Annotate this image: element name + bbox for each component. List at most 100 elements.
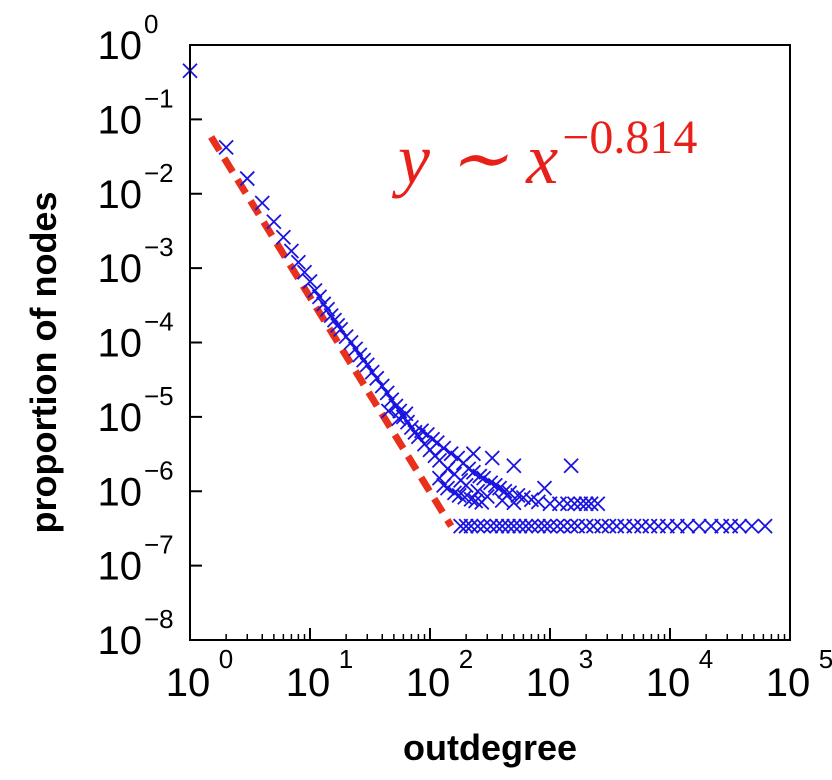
x-tick-label: 10 (646, 661, 691, 705)
data-point (703, 518, 719, 534)
x-tick-exponent: 5 (819, 644, 832, 674)
data-point (307, 282, 323, 299)
data-point (424, 431, 441, 447)
x-tick-label: 10 (526, 661, 571, 705)
data-point (549, 518, 565, 534)
data-point (470, 483, 486, 499)
data-point (343, 334, 359, 351)
data-point (590, 496, 606, 512)
y-tick-exponent: −1 (144, 83, 174, 113)
y-tick-exponent: −8 (144, 604, 174, 634)
y-tick-exponent: 0 (144, 9, 158, 39)
data-point (510, 487, 526, 504)
data-point (470, 518, 486, 534)
data-point (463, 491, 479, 507)
data-point (585, 518, 602, 534)
data-point (578, 518, 594, 534)
x-tick-label: 10 (406, 661, 451, 705)
data-point (391, 410, 407, 427)
data-point (731, 518, 748, 534)
data-point (463, 518, 479, 534)
data-point (679, 518, 696, 534)
x-tick-label: 10 (166, 661, 211, 705)
data-point (474, 494, 490, 510)
data-point (476, 470, 492, 486)
data-point (497, 483, 513, 499)
y-tick-label: 10 (98, 619, 143, 663)
power-law-annotation: y ∼ x −0.814 (391, 111, 697, 199)
y-tick-label: 10 (98, 470, 143, 514)
y-axis-title: proportion of nodes (23, 192, 64, 534)
data-point (757, 518, 773, 534)
data-point (487, 477, 503, 493)
y-tick-exponent: −7 (144, 530, 174, 560)
data-point (443, 446, 459, 462)
data-point (501, 485, 518, 501)
y-tick-label: 10 (98, 396, 143, 440)
data-point (290, 254, 307, 270)
data-point (266, 214, 282, 230)
data-point (458, 518, 474, 534)
y-tick-label: 10 (98, 173, 143, 217)
data-point (609, 518, 625, 534)
data-point (380, 403, 397, 419)
data-point (484, 450, 500, 466)
data-point (563, 458, 579, 474)
data-point (472, 468, 488, 484)
data-point (369, 370, 385, 386)
data-point (465, 446, 482, 462)
data-point (332, 321, 349, 338)
data-point (626, 518, 642, 534)
x-tick-exponent: 3 (579, 644, 593, 674)
data-point (482, 475, 499, 491)
data-point (536, 480, 553, 496)
x-tick-exponent: 2 (459, 644, 473, 674)
y-tick-exponent: −6 (144, 455, 174, 485)
data-point (566, 496, 583, 512)
data-point (302, 273, 318, 290)
x-tick-label: 10 (766, 661, 811, 705)
y-tick-exponent: −2 (144, 158, 174, 188)
data-point (446, 485, 463, 501)
y-tick-exponent: −3 (144, 232, 174, 262)
x-axis-title: outdegree (403, 727, 577, 768)
data-point (500, 518, 517, 534)
data-point (494, 518, 510, 534)
data-point (556, 518, 572, 534)
annotation-base: y ∼ x (391, 119, 558, 199)
data-point (239, 170, 255, 187)
data-point (578, 496, 594, 512)
data-point (482, 518, 499, 534)
data-point (489, 518, 505, 534)
data-point (601, 518, 617, 534)
data-point (744, 518, 760, 534)
data-point (559, 496, 576, 512)
data-point (642, 518, 658, 534)
y-tick-exponent: −5 (144, 381, 174, 411)
data-point (523, 518, 540, 534)
y-tick-label: 10 (98, 247, 143, 291)
data-point (436, 440, 452, 456)
data-point (374, 378, 390, 394)
data-point (570, 518, 586, 534)
data-point (551, 496, 568, 512)
y-tick-label: 10 (98, 98, 143, 142)
x-tick-exponent: 0 (219, 644, 233, 674)
y-tick-label: 10 (98, 322, 143, 366)
data-point (451, 487, 467, 504)
x-tick-exponent: 1 (339, 644, 353, 674)
x-tick-label: 10 (286, 661, 331, 705)
annotation-exponent: −0.814 (562, 111, 697, 164)
data-point (398, 406, 414, 422)
data-point (275, 229, 292, 245)
y-tick-label: 10 (98, 24, 143, 68)
data-point (218, 139, 234, 156)
data-point (506, 518, 522, 534)
data-point (467, 493, 484, 509)
data-point (512, 518, 528, 534)
data-point (506, 458, 522, 474)
data-point (311, 289, 328, 305)
data-point (691, 518, 707, 534)
